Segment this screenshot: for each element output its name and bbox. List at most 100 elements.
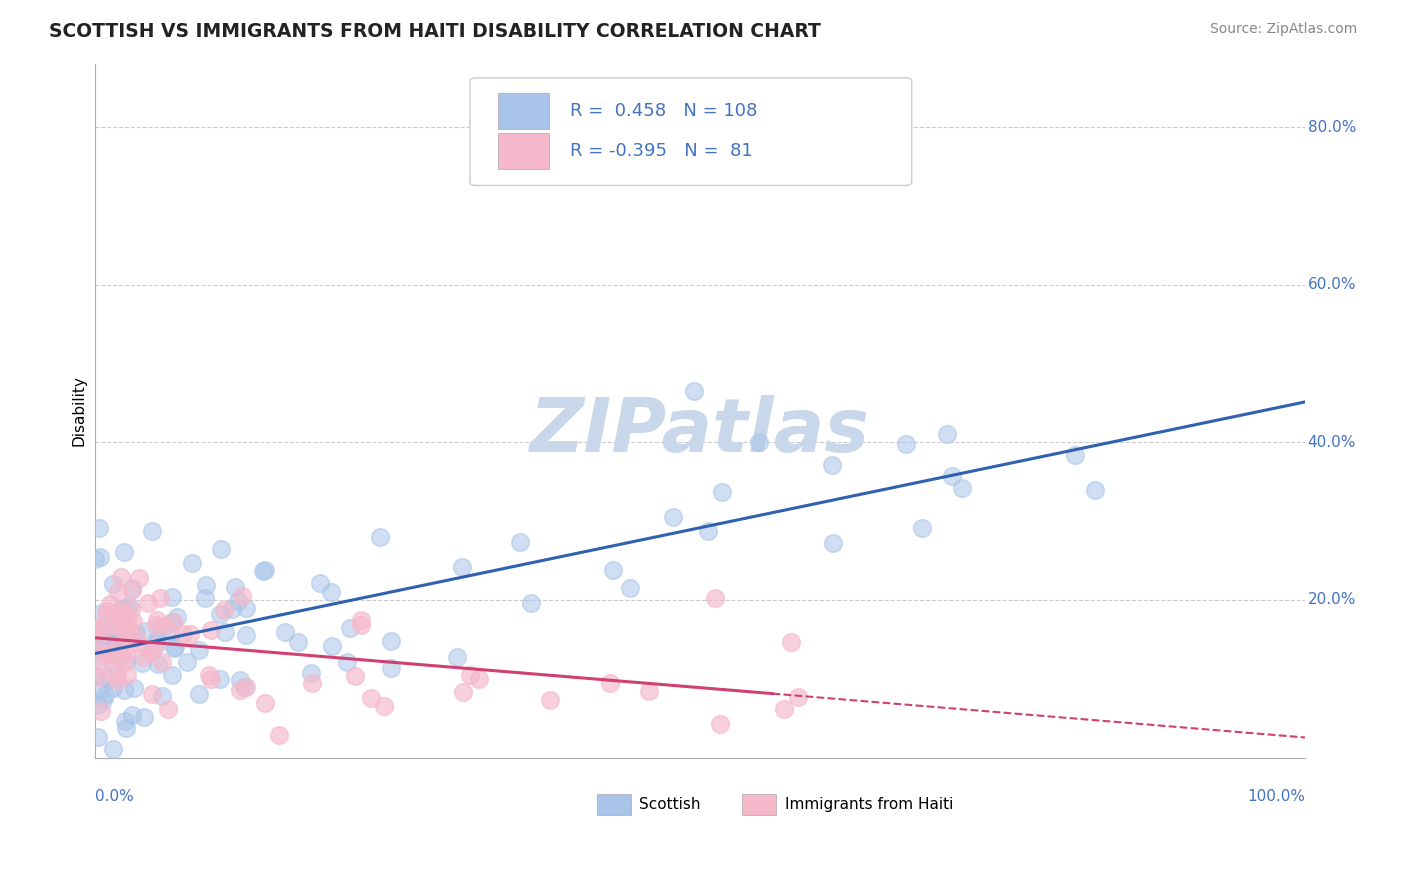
Point	[146, 632, 169, 646]
Point	[208, 672, 231, 686]
Point	[936, 426, 959, 441]
Point	[446, 650, 468, 665]
Point	[602, 563, 624, 577]
Point	[121, 581, 143, 595]
Point	[128, 571, 150, 585]
Text: SCOTTISH VS IMMIGRANTS FROM HAITI DISABILITY CORRELATION CHART: SCOTTISH VS IMMIGRANTS FROM HAITI DISABI…	[49, 22, 821, 41]
Point	[100, 629, 122, 643]
Point	[209, 542, 232, 557]
Point	[117, 612, 139, 626]
Point	[150, 655, 173, 669]
Point	[125, 626, 148, 640]
Point	[90, 681, 112, 696]
Point	[104, 647, 127, 661]
FancyBboxPatch shape	[498, 93, 548, 129]
Point	[110, 615, 132, 629]
Point	[221, 601, 243, 615]
Point	[149, 591, 172, 605]
Text: 60.0%: 60.0%	[1308, 277, 1357, 293]
Point	[105, 673, 128, 688]
Point	[121, 582, 143, 597]
Point	[89, 648, 111, 663]
Point	[100, 644, 122, 658]
Point	[96, 604, 118, 618]
Point	[233, 681, 256, 695]
Point	[162, 668, 184, 682]
Point	[120, 637, 142, 651]
Point	[125, 631, 148, 645]
Point	[599, 676, 621, 690]
Point	[138, 644, 160, 658]
Point	[89, 662, 111, 676]
Point	[235, 601, 257, 615]
Point	[100, 657, 122, 671]
Point	[619, 581, 641, 595]
Point	[114, 601, 136, 615]
Point	[114, 714, 136, 729]
Point	[93, 622, 115, 636]
Point	[117, 620, 139, 634]
Point	[122, 631, 145, 645]
Point	[135, 624, 157, 639]
Point	[149, 619, 172, 633]
Point	[145, 618, 167, 632]
Point	[132, 650, 155, 665]
Point	[91, 635, 114, 649]
Point	[467, 672, 489, 686]
Point	[212, 603, 235, 617]
Point	[96, 632, 118, 647]
Point	[198, 668, 221, 682]
Point	[96, 647, 118, 661]
Point	[87, 621, 110, 635]
Point	[941, 468, 963, 483]
Point	[90, 607, 112, 621]
Text: Scottish: Scottish	[640, 797, 700, 813]
Point	[509, 535, 531, 549]
Point	[136, 596, 159, 610]
Point	[104, 631, 127, 645]
Point	[458, 668, 481, 682]
Point	[235, 628, 257, 642]
Point	[141, 524, 163, 538]
Point	[163, 640, 186, 654]
Point	[780, 634, 803, 648]
Point	[269, 728, 291, 742]
Point	[235, 680, 257, 694]
Point	[107, 585, 129, 599]
Point	[131, 656, 153, 670]
Point	[87, 730, 110, 744]
Point	[823, 536, 845, 550]
Point	[638, 684, 661, 698]
Point	[110, 570, 132, 584]
Point	[105, 641, 128, 656]
Point	[100, 653, 122, 667]
Point	[132, 709, 155, 723]
Y-axis label: Disability: Disability	[72, 376, 86, 446]
Point	[1063, 448, 1085, 462]
Point	[166, 609, 188, 624]
Point	[786, 690, 808, 704]
Point	[124, 681, 146, 696]
Point	[159, 629, 181, 643]
Point	[117, 632, 139, 646]
FancyBboxPatch shape	[598, 794, 631, 815]
Point	[748, 435, 770, 450]
Point	[146, 657, 169, 671]
Point	[380, 661, 402, 675]
Point	[773, 701, 796, 715]
Point	[697, 524, 720, 538]
Text: 20.0%: 20.0%	[1308, 592, 1355, 607]
Point	[84, 552, 107, 566]
Point	[105, 668, 128, 682]
FancyBboxPatch shape	[498, 133, 548, 169]
Point	[122, 614, 145, 628]
Point	[111, 615, 134, 630]
Point	[115, 645, 138, 659]
Point	[350, 614, 373, 628]
Point	[179, 626, 201, 640]
Point	[704, 591, 727, 606]
Point	[86, 698, 108, 713]
Text: 0.0%: 0.0%	[94, 789, 134, 804]
Point	[160, 615, 183, 629]
Point	[121, 708, 143, 723]
